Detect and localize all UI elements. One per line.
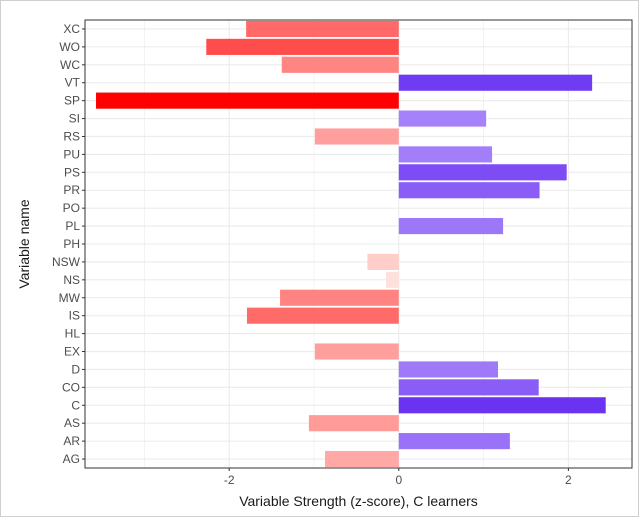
y-tick-label: CO xyxy=(62,380,80,394)
y-tick-label: D xyxy=(71,362,80,376)
bar-vt xyxy=(398,74,593,91)
bar-as xyxy=(308,415,399,432)
bar-nsw xyxy=(367,253,399,270)
x-tick-label: -2 xyxy=(224,473,235,487)
y-tick-label: NSW xyxy=(52,255,81,269)
bars xyxy=(96,20,606,468)
y-tick-label: IS xyxy=(69,309,80,323)
bar-d xyxy=(398,361,499,378)
bar-mw xyxy=(280,289,399,306)
y-tick-label: WO xyxy=(59,40,80,54)
panel-border xyxy=(84,19,633,469)
y-tick-label: PL xyxy=(65,219,80,233)
y-tick-label: PO xyxy=(63,201,80,215)
y-tick-label: PH xyxy=(63,237,80,251)
bar-rs xyxy=(314,128,399,145)
y-tick-label: PU xyxy=(63,147,80,161)
y-tick-label: EX xyxy=(64,345,80,359)
y-tick-label: HL xyxy=(65,327,81,341)
bar-si xyxy=(398,110,487,127)
x-tick-label: 2 xyxy=(565,473,572,487)
bar-wc xyxy=(281,56,399,73)
bar-ps xyxy=(398,164,567,181)
bar-wo xyxy=(206,38,399,55)
bar-xc xyxy=(246,20,399,38)
y-axis-title: Variable name xyxy=(16,199,32,288)
bar-ar xyxy=(398,433,510,450)
bar-is xyxy=(246,307,399,324)
y-tick-label: AG xyxy=(63,452,80,466)
y-tick-label: NS xyxy=(63,273,80,287)
x-tick-labels: -2 0 2 xyxy=(224,468,572,487)
y-tick-label: C xyxy=(71,398,80,412)
y-tick-label: AR xyxy=(63,434,80,448)
bar-ns xyxy=(386,271,399,288)
x-tick-label: 0 xyxy=(395,473,402,487)
bar-pr xyxy=(398,182,540,199)
y-tick-label: AS xyxy=(64,416,80,430)
y-tick-label: RS xyxy=(63,129,80,143)
y-tick-label: MW xyxy=(59,291,81,305)
bar-sp xyxy=(96,92,399,109)
y-tick-label: WC xyxy=(60,58,80,72)
bar-c xyxy=(398,397,606,414)
y-tick-label: PS xyxy=(64,165,80,179)
y-tick-label: SP xyxy=(64,94,80,108)
bar-ex xyxy=(314,343,399,360)
y-tick-label: XC xyxy=(63,22,80,36)
y-tick-label: PR xyxy=(63,183,80,197)
bar-co xyxy=(398,379,539,396)
bar-pu xyxy=(398,146,493,163)
y-tick-labels: XC WO WC VT SP SI RS PU PS PR PO PL PH NSW NS MW IS HL EX D… xyxy=(52,22,85,466)
bar-pl xyxy=(398,218,504,235)
y-tick-label: VT xyxy=(65,76,81,90)
x-axis-title: Variable Strength (z-score), C learners xyxy=(239,493,478,509)
y-tick-label: SI xyxy=(69,112,80,126)
bar-ag xyxy=(325,450,399,468)
